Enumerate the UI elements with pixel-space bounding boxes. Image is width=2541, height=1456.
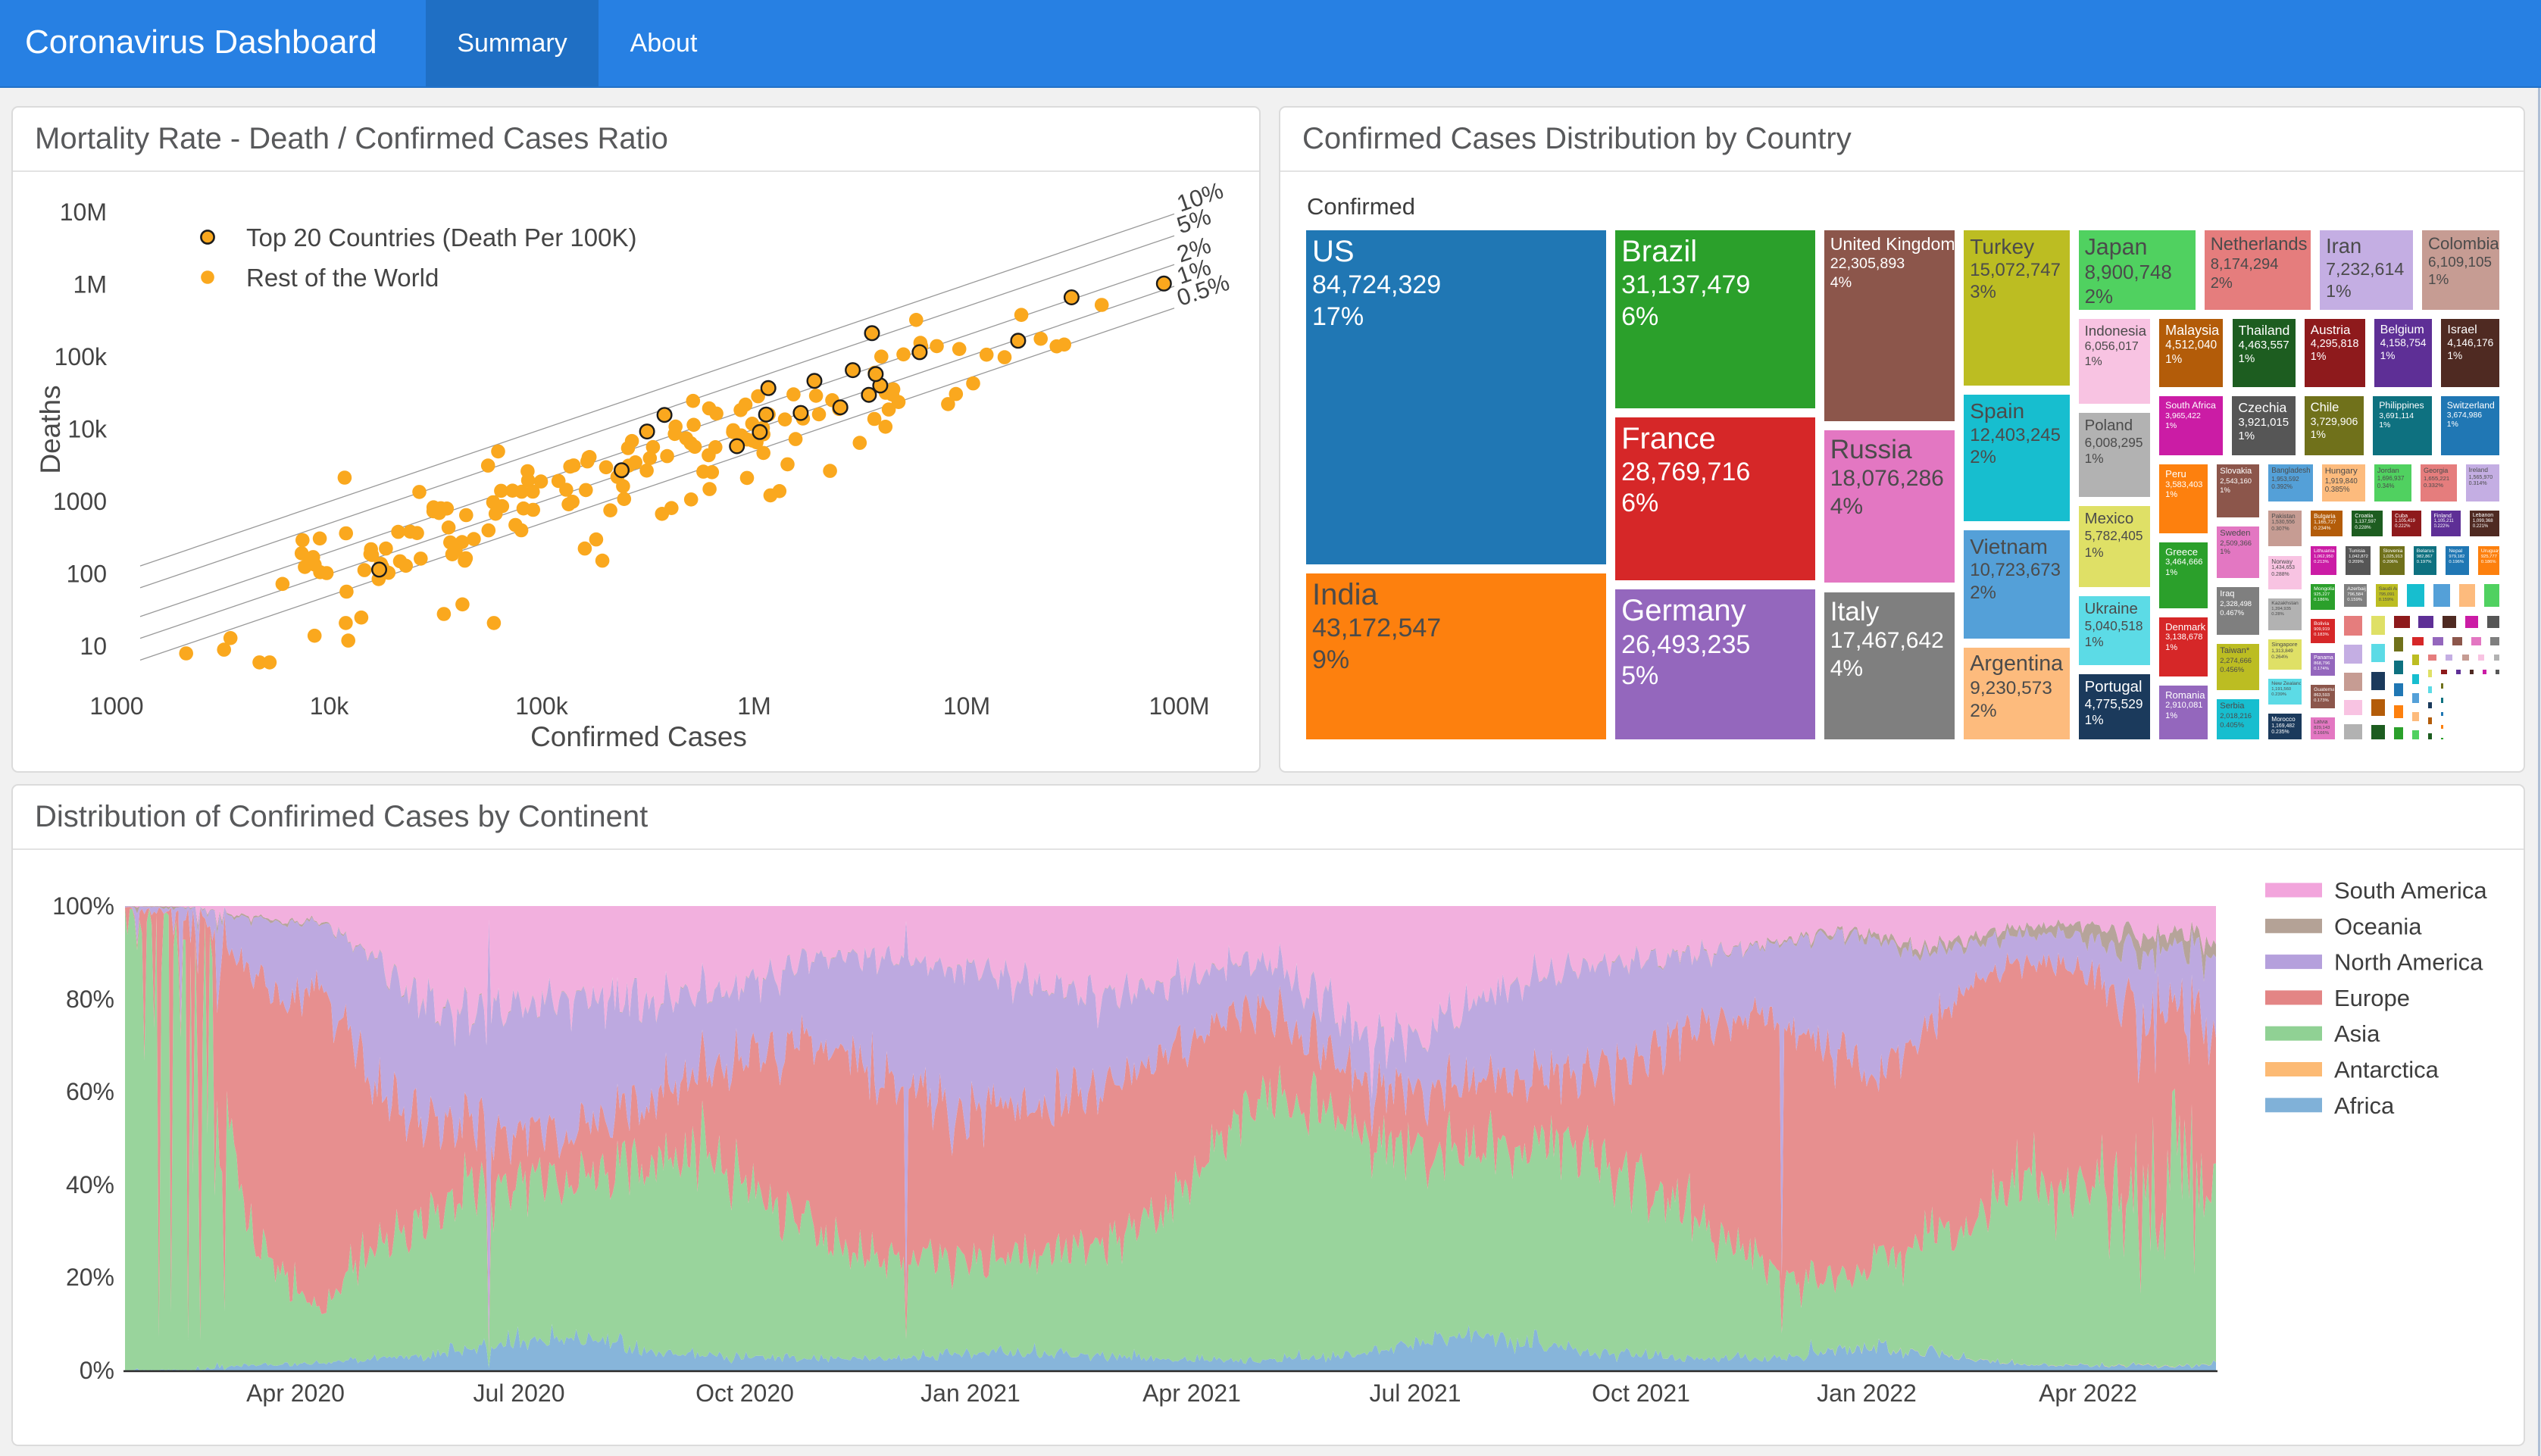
svg-text:0%: 0% [80,1357,114,1384]
svg-text:Jul 2020: Jul 2020 [474,1379,565,1407]
svg-text:Jan 2021: Jan 2021 [920,1379,1020,1407]
svg-text:1000: 1000 [89,692,143,720]
svg-text:Africa: Africa [2334,1092,2395,1119]
svg-text:North America: North America [2334,949,2483,976]
svg-text:100%: 100% [52,892,114,920]
svg-text:1M: 1M [737,692,770,720]
svg-text:20%: 20% [66,1264,114,1291]
svg-text:Apr 2021: Apr 2021 [1142,1379,1241,1407]
svg-text:Jan 2022: Jan 2022 [1817,1379,1917,1407]
svg-text:Oct 2020: Oct 2020 [695,1379,794,1407]
svg-text:Top 20 Countries (Death Per 10: Top 20 Countries (Death Per 100K) [246,223,636,252]
svg-text:Oct 2021: Oct 2021 [1592,1379,1690,1407]
svg-text:10k: 10k [310,692,350,720]
svg-text:1M: 1M [73,271,107,298]
svg-text:1000: 1000 [53,488,107,515]
svg-text:80%: 80% [66,986,114,1013]
svg-text:40%: 40% [66,1171,114,1198]
svg-text:10M: 10M [60,198,107,226]
svg-text:Jul 2021: Jul 2021 [1370,1379,1461,1407]
svg-text:South America: South America [2334,877,2487,904]
svg-text:10k: 10k [67,416,108,443]
svg-text:Deaths: Deaths [35,385,66,473]
svg-text:Oceania: Oceania [2334,913,2422,939]
svg-text:10: 10 [80,633,107,660]
svg-text:Asia: Asia [2334,1020,2380,1047]
svg-text:Rest of the World: Rest of the World [246,264,439,292]
svg-text:Confirmed Cases: Confirmed Cases [530,721,747,752]
svg-text:100: 100 [67,561,107,588]
svg-text:100M: 100M [1149,692,1209,720]
svg-text:100k: 100k [55,343,108,370]
svg-text:Europe: Europe [2334,985,2410,1011]
svg-text:Antarctica: Antarctica [2334,1057,2439,1083]
svg-text:100k: 100k [515,692,568,720]
svg-text:Apr 2022: Apr 2022 [2039,1379,2137,1407]
svg-text:10M: 10M [943,692,990,720]
svg-text:Apr 2020: Apr 2020 [246,1379,345,1407]
svg-text:60%: 60% [66,1078,114,1105]
